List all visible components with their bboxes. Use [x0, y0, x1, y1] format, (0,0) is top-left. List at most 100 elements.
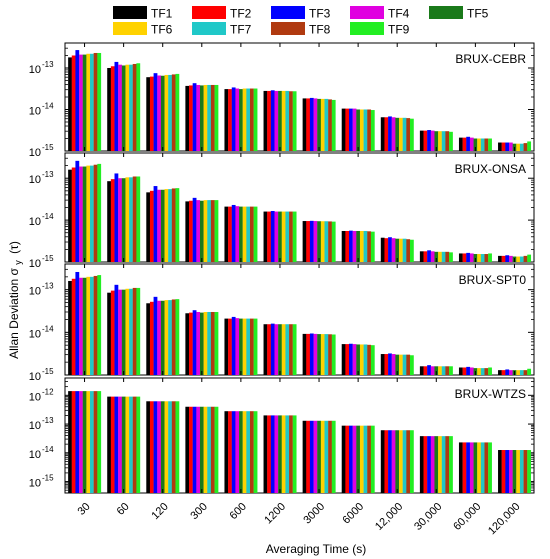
bar-tf9-30	[97, 52, 102, 152]
bar-tf6-60000	[477, 442, 481, 493]
panel-title: BRUX-WTZS	[455, 387, 526, 401]
bar-tf6-120000	[516, 450, 521, 493]
bar-tf1-30000	[419, 251, 424, 262]
bar-tf6-120	[164, 189, 169, 262]
bar-tf1-6000	[341, 344, 346, 375]
bar-tf3-3000	[309, 220, 314, 262]
bar-tf5-12000	[395, 430, 400, 493]
bar-tf6-300	[203, 200, 208, 262]
bar-tf3-120000	[505, 450, 510, 493]
bar-tf7-120000	[519, 450, 524, 493]
bar-tf1-12000	[380, 117, 385, 151]
bar-tf4-300	[196, 311, 201, 375]
bar-tf8-30	[93, 164, 98, 262]
bar-tf3-12000	[388, 430, 392, 493]
bar-tf6-30	[86, 391, 91, 493]
bar-tf7-3000	[324, 221, 329, 262]
bar-tf1-60000	[458, 137, 463, 151]
bar-tf6-6000	[359, 425, 364, 493]
y-tick-label: 10	[29, 174, 41, 186]
bar-tf2-60000	[462, 137, 467, 151]
bar-tf7-12000	[402, 238, 407, 262]
bar-tf8-300	[210, 200, 215, 262]
bar-tf8-30	[93, 275, 98, 375]
bar-tf5-600	[239, 206, 243, 262]
bar-tf9-3000	[331, 99, 336, 151]
bar-tf3-30000	[427, 436, 431, 493]
bar-tf9-60000	[488, 138, 492, 151]
bar-tf5-30000	[434, 366, 439, 375]
bar-tf5-120	[160, 401, 165, 493]
y-tick-exponent: -15	[42, 474, 54, 483]
bar-tf8-6000	[367, 231, 372, 262]
bar-tf8-60000	[484, 368, 489, 375]
bar-tf4-60	[118, 178, 122, 262]
bar-tf1-30	[68, 391, 72, 493]
bar-tf3-60	[114, 173, 119, 262]
bar-tf2-60	[110, 290, 115, 375]
bar-tf7-60000	[480, 138, 485, 151]
bar-tf2-12000	[384, 354, 389, 375]
bar-tf6-3000	[320, 420, 325, 493]
bar-tf3-3000	[309, 97, 314, 151]
bar-tf5-1200	[278, 415, 282, 493]
bar-tf1-120000	[498, 142, 502, 151]
bar-tf3-120	[153, 73, 158, 151]
bar-tf9-120000	[527, 368, 532, 375]
bar-tf8-120	[171, 401, 176, 493]
bar-tf2-60	[110, 396, 115, 493]
bar-tf7-60000	[480, 368, 485, 375]
bar-tf3-60	[114, 61, 119, 151]
bar-tf9-120000	[527, 141, 532, 151]
y-tick-label: 10	[29, 105, 41, 117]
bar-tf3-60	[114, 396, 119, 493]
bar-tf2-3000	[306, 98, 311, 151]
bar-tf1-3000	[302, 221, 307, 262]
bar-tf7-12000	[402, 117, 407, 151]
bar-tf9-3000	[331, 420, 336, 493]
bar-tf4-30000	[430, 436, 435, 493]
bar-tf3-1200	[270, 211, 275, 262]
bar-tf6-12000	[399, 117, 403, 151]
panel-title: BRUX-ONSA	[455, 162, 526, 176]
bar-tf6-300	[203, 406, 208, 493]
bar-tf9-120000	[527, 254, 532, 262]
y-tick-exponent: -12	[42, 387, 54, 396]
bar-tf4-60000	[469, 367, 474, 375]
bar-tf1-120000	[498, 370, 502, 375]
bar-tf7-60000	[480, 254, 485, 262]
bar-tf4-600	[235, 88, 240, 151]
bar-tf4-1200	[274, 90, 279, 151]
bar-tf4-30	[79, 391, 83, 493]
bar-tf9-30000	[449, 366, 453, 375]
bar-tf6-600	[242, 318, 247, 375]
bar-tf3-60000	[466, 366, 471, 375]
bar-tf7-6000	[363, 425, 368, 493]
y-tick-label: 10	[29, 286, 41, 298]
bar-tf6-60000	[477, 368, 481, 375]
bar-tf8-1200	[289, 324, 293, 375]
bar-tf9-60000	[488, 442, 492, 493]
y-tick-label: 10	[29, 420, 41, 432]
bar-tf6-1200	[281, 415, 286, 493]
bar-tf1-60000	[458, 367, 463, 375]
bar-tf2-120000	[501, 255, 506, 262]
bar-tf2-30000	[423, 251, 428, 262]
legend-label-tf5: TF5	[467, 7, 489, 21]
bar-tf5-3000	[317, 98, 322, 151]
bar-tf5-300	[199, 312, 204, 375]
bar-tf3-6000	[349, 425, 353, 493]
bar-tf8-30000	[445, 131, 450, 151]
bar-tf8-120	[171, 188, 176, 262]
bar-tf8-300	[210, 406, 215, 493]
bar-tf1-120000	[498, 255, 502, 262]
bar-tf2-6000	[345, 344, 350, 375]
bar-tf1-30000	[419, 436, 424, 493]
bar-tf1-300	[185, 201, 190, 262]
bar-tf5-1200	[278, 324, 282, 375]
bar-tf3-120	[153, 401, 158, 493]
bar-tf6-3000	[320, 98, 325, 151]
bar-tf9-300	[214, 84, 219, 151]
bar-tf9-60	[136, 396, 141, 493]
